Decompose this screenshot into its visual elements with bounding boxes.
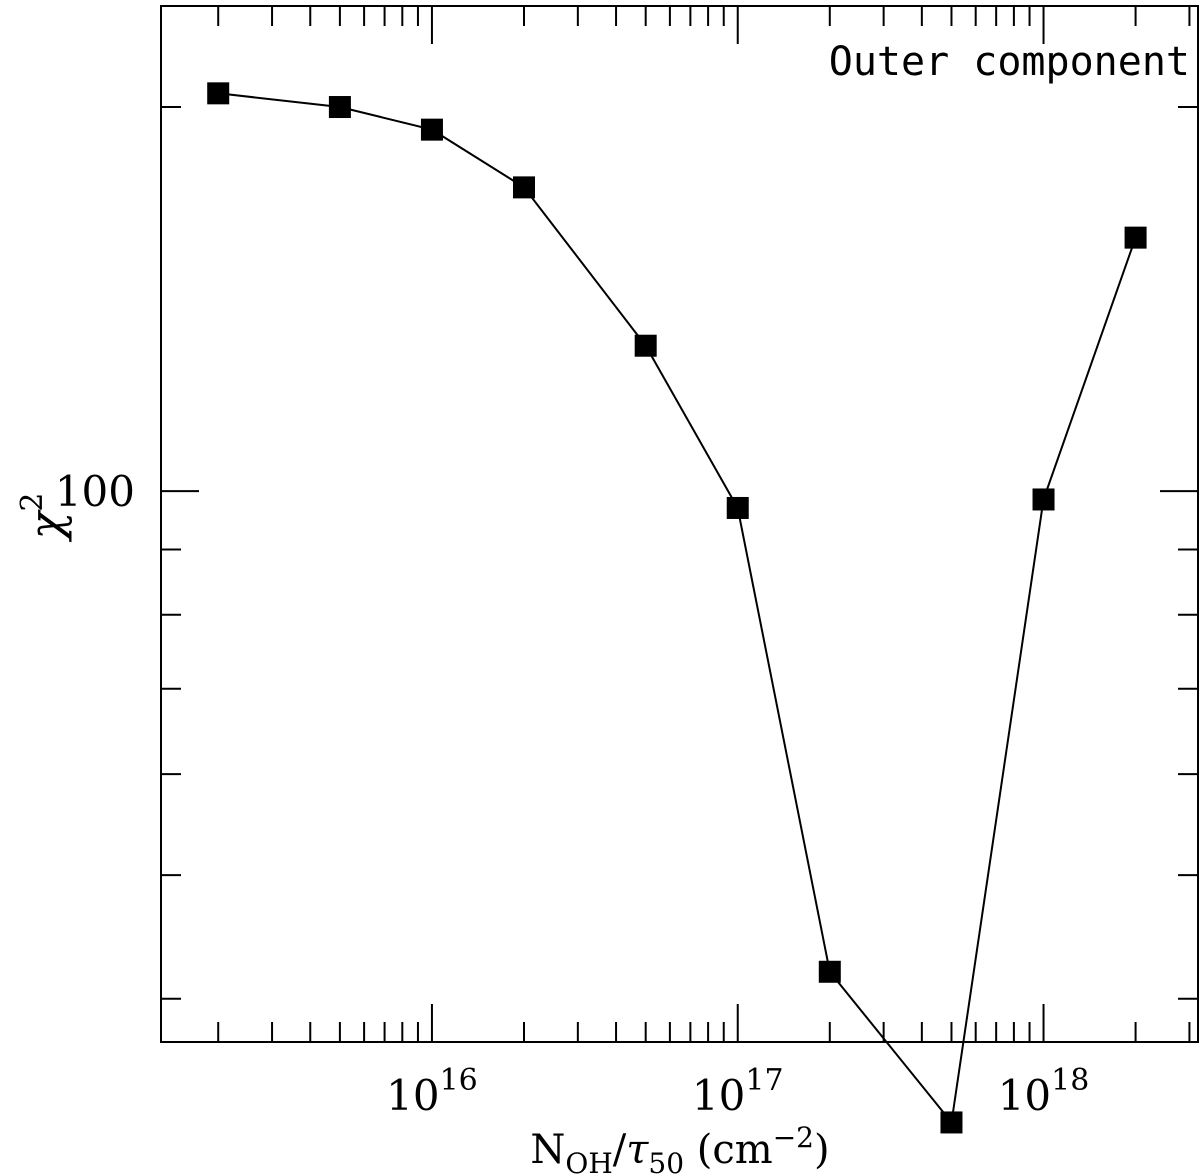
y-tick-label: 100 xyxy=(55,467,135,516)
x-tick-label-base: 10 xyxy=(692,1071,745,1120)
data-markers xyxy=(207,82,1147,1134)
x-tick-label: 1016 xyxy=(386,1063,478,1120)
data-point-marker xyxy=(207,82,230,105)
data-point-marker xyxy=(1124,226,1147,249)
x-label-sub-oh: OH xyxy=(565,1147,612,1174)
x-tick-label-base: 10 xyxy=(386,1071,439,1120)
major-ticks xyxy=(161,6,1198,1042)
data-point-marker xyxy=(513,176,536,199)
series-line xyxy=(218,92,1137,1125)
y-tick-labels: 100 xyxy=(55,467,135,516)
x-tick-label-exponent: 18 xyxy=(1051,1063,1089,1098)
data-point-marker xyxy=(940,1111,963,1134)
x-tick-label-exponent: 17 xyxy=(745,1063,783,1098)
x-tick-label-exponent: 16 xyxy=(440,1063,478,1098)
minor-ticks xyxy=(161,6,1198,1042)
data-point-marker xyxy=(328,96,351,119)
x-label-tau: τ xyxy=(626,1127,649,1173)
data-point-marker xyxy=(726,496,749,519)
y-label-exp: 2 xyxy=(15,493,50,512)
x-label-unit-exp: −2 xyxy=(773,1121,814,1154)
data-point-marker xyxy=(818,960,841,983)
x-tick-label-base: 10 xyxy=(998,1071,1051,1120)
data-point-marker xyxy=(1032,488,1055,511)
x-label-sub-50: 50 xyxy=(648,1147,684,1174)
y-axis-label: χ2 xyxy=(15,493,73,543)
x-axis-label: NOH/τ50 (cm−2) xyxy=(530,1121,829,1174)
data-point-marker xyxy=(634,334,657,357)
x-label-slash: / xyxy=(613,1127,627,1173)
y-label-chi: χ xyxy=(19,508,73,542)
x-tick-label: 1017 xyxy=(692,1063,784,1120)
annotation-label: Outer component xyxy=(829,39,1190,85)
x-tick-label: 1018 xyxy=(998,1063,1090,1120)
plot-frame xyxy=(160,5,1199,1043)
data-point-marker xyxy=(420,118,443,141)
x-label-unit-open: (cm xyxy=(684,1127,773,1173)
x-tick-labels: 1016 1017 1018 xyxy=(386,1063,1089,1120)
x-label-unit-close: ) xyxy=(814,1127,830,1173)
x-label-n: N xyxy=(530,1127,565,1173)
